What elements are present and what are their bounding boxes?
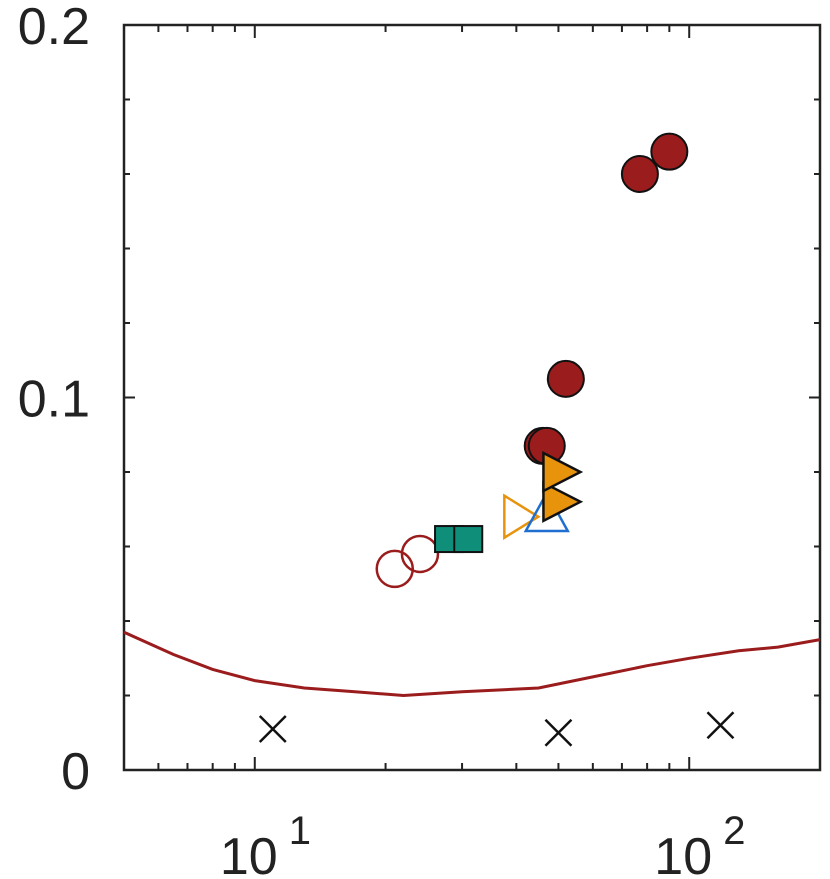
open-right-triangle-point	[503, 493, 541, 540]
cross-point	[258, 715, 287, 743]
filled-circle-point	[620, 155, 659, 193]
filled-circle-point	[546, 359, 585, 398]
y-tick-label: 0.2	[18, 0, 90, 56]
data-points-layer	[258, 132, 735, 747]
filled-right-triangle-point	[542, 450, 584, 494]
filled-circle-point	[650, 132, 689, 171]
filled-right-triangle-point	[542, 480, 584, 523]
x-tick-label: 10	[220, 828, 278, 879]
open-circle-point	[400, 534, 440, 574]
y-tick-label: 0	[61, 743, 90, 801]
plot-frame	[122, 23, 822, 772]
reference-curve-layer	[123, 630, 821, 698]
reference-curve	[123, 630, 821, 698]
cross-point	[706, 711, 735, 740]
open-circle-point	[375, 549, 415, 589]
tick-labels: 00.10.210 1 10 2	[18, 0, 746, 879]
x-tick-exponent: 2	[723, 809, 745, 853]
cross-point	[544, 718, 573, 747]
x-tick-exponent: 1	[289, 809, 311, 853]
filled-square-point	[453, 525, 484, 554]
x-tick-label: 10	[654, 828, 712, 879]
plot-axes	[122, 23, 822, 772]
y-tick-label: 0.1	[18, 371, 90, 429]
